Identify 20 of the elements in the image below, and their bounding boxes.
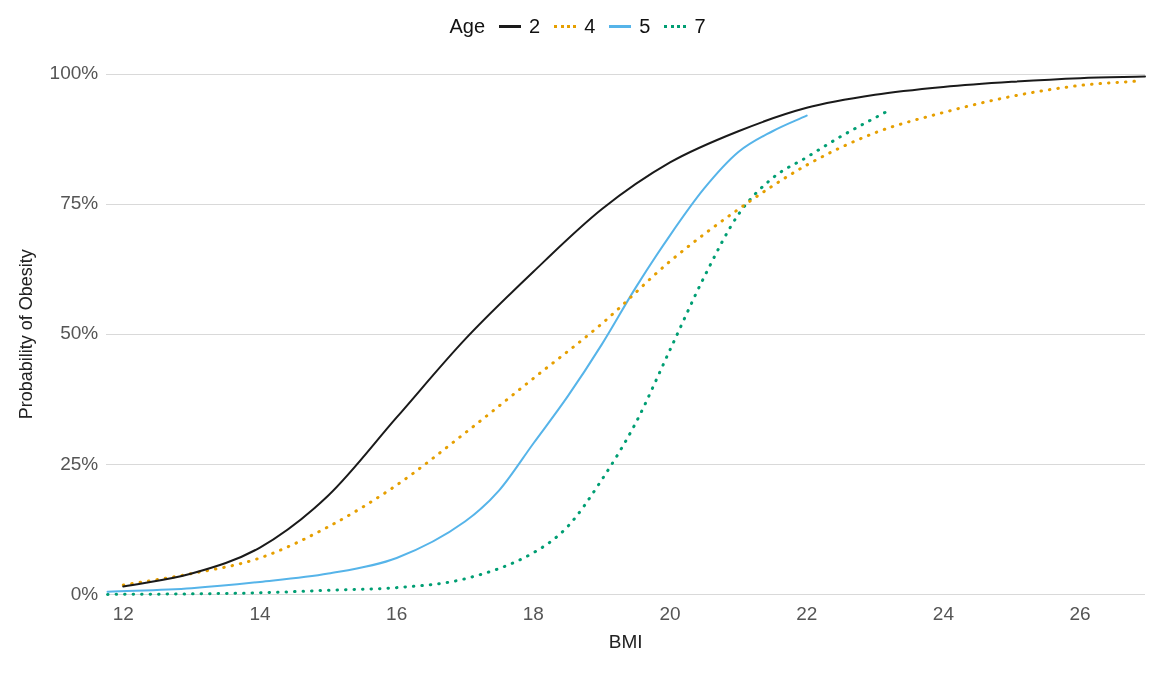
legend-label: 4 — [584, 14, 596, 38]
x-tick-label: 12 — [112, 603, 134, 625]
y-axis-title: Probability of Obesity — [15, 249, 36, 420]
legend-title: Age — [449, 14, 486, 38]
y-tick-label: 25% — [60, 452, 99, 474]
x-tick-label: 18 — [522, 603, 544, 625]
y-tick-label: 0% — [70, 582, 99, 604]
y-tick-label: 75% — [60, 192, 99, 214]
x-tick-label: 24 — [932, 603, 955, 625]
legend-label: 7 — [694, 14, 706, 38]
x-tick-label: 26 — [1069, 603, 1091, 625]
x-tick-label: 22 — [796, 603, 818, 625]
x-tick-label: 20 — [659, 603, 681, 625]
x-tick-label: 16 — [386, 603, 408, 625]
y-tick-label: 50% — [60, 322, 99, 344]
y-tick-label: 100% — [49, 62, 99, 84]
x-tick-label: 14 — [249, 603, 271, 625]
legend-label: 2 — [529, 14, 541, 38]
x-axis-title: BMI — [608, 630, 643, 652]
legend-label: 5 — [639, 14, 651, 38]
